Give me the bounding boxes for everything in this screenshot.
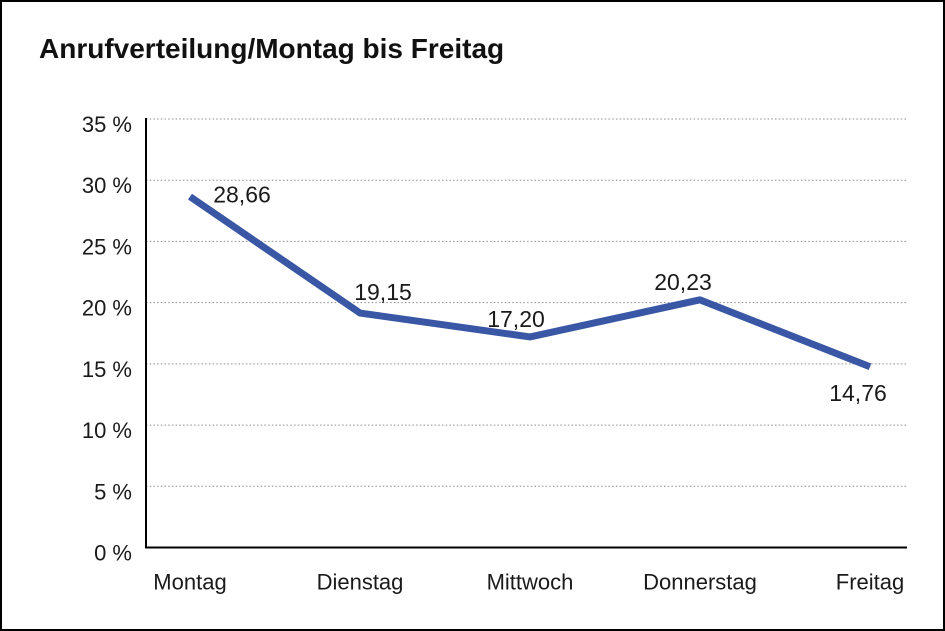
- y-tick-label: 10 %: [82, 418, 132, 443]
- y-tick-label: 35 %: [82, 112, 132, 137]
- data-labels: 28,66 19,15 17,20 20,23 14,76: [213, 182, 887, 406]
- data-label: 20,23: [654, 269, 712, 295]
- x-category-label: Dienstag: [317, 570, 404, 595]
- data-label: 19,15: [354, 279, 412, 305]
- y-tick-label: 25 %: [82, 234, 132, 259]
- x-category-label: Donnerstag: [643, 570, 757, 595]
- axes: [145, 118, 907, 549]
- x-category-label: Montag: [153, 570, 226, 595]
- y-gridlines: [146, 118, 907, 487]
- y-tick-label: 15 %: [82, 357, 132, 382]
- data-label: 28,66: [213, 182, 271, 208]
- x-category-label: Freitag: [836, 570, 904, 595]
- y-tick-label: 30 %: [82, 173, 132, 198]
- y-tick-label: 0 %: [94, 541, 132, 566]
- x-category-labels: Montag Dienstag Mittwoch Donnerstag Freitag: [153, 570, 904, 595]
- chart-title: Anrufverteilung/Montag bis Freitag: [39, 33, 505, 64]
- data-label: 17,20: [487, 306, 545, 332]
- y-tick-label: 20 %: [82, 296, 132, 321]
- data-label: 14,76: [829, 380, 887, 406]
- x-category-label: Mittwoch: [487, 570, 574, 595]
- y-tick-label: 5 %: [94, 479, 132, 504]
- series-line: [188, 193, 872, 371]
- y-tick-labels: 0 % 5 % 10 % 15 % 20 % 25 % 30 % 35 %: [82, 112, 132, 566]
